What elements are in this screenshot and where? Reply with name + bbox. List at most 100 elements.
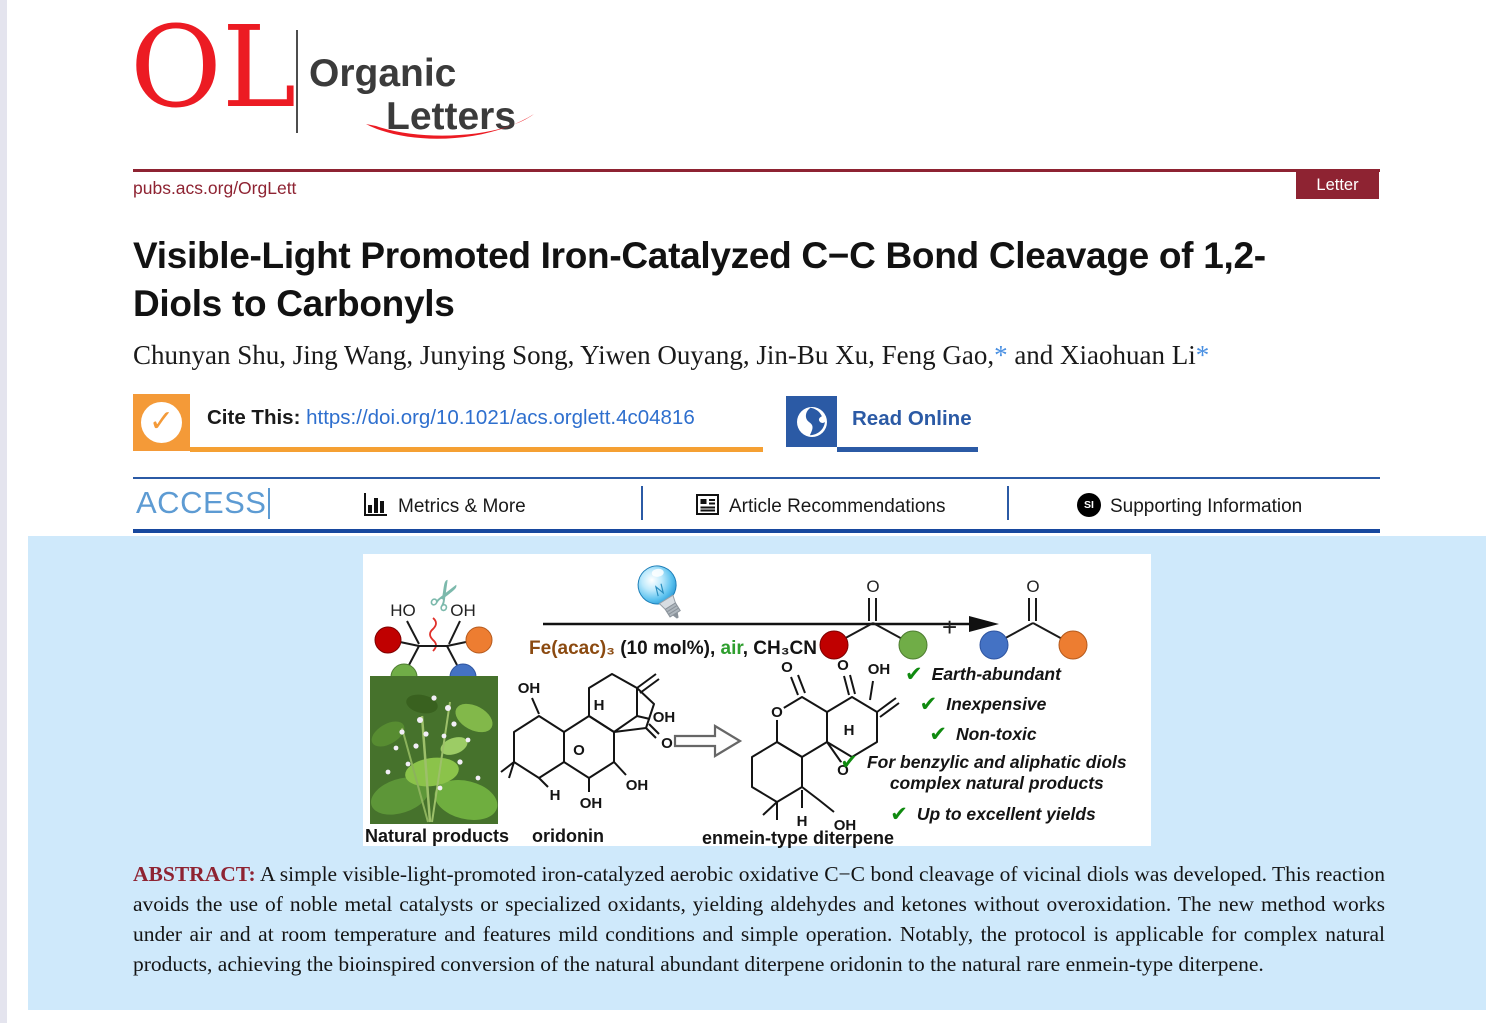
- benefit-text: complex natural products: [889, 773, 1104, 793]
- orange-ball: [1058, 630, 1088, 660]
- article-recommendations-link[interactable]: Article Recommendations: [729, 496, 946, 517]
- air-label: air: [720, 638, 743, 659]
- check-circle-icon: ✓: [141, 402, 182, 443]
- natural-products-label: Natural products: [364, 826, 510, 846]
- benefit-item: ✔ For benzylic and aliphatic diols compl…: [811, 752, 1156, 794]
- ketone-product-2: O: [979, 577, 1088, 660]
- enmein-structure: O O OH O H O H OH: [751, 657, 900, 834]
- benefit-text: Inexpensive: [946, 694, 1047, 714]
- atom-label: OH: [868, 661, 891, 678]
- article-recommendations-icon: [696, 494, 719, 515]
- authors-main: Chunyan Shu, Jing Wang, Junying Song, Yi…: [133, 340, 995, 370]
- oridonin-structure: OH H OH O O OH OH H: [500, 673, 676, 812]
- atom-label: OH: [834, 817, 857, 834]
- benefit-item: ✔ Inexpensive: [818, 694, 1148, 715]
- atom-label: O: [781, 659, 793, 676]
- benefit-item: ✔ Earth-abundant: [818, 664, 1148, 685]
- cite-this-label: Cite This:: [207, 406, 301, 429]
- check-icon: ✔: [919, 692, 938, 716]
- journal-name: Organic Letters: [309, 52, 516, 138]
- logo-divider: [296, 30, 298, 133]
- page-edge-stripe: [0, 0, 7, 1023]
- benefit-text: For benzylic and aliphatic diols: [866, 752, 1127, 772]
- metrics-and-more-link[interactable]: Metrics & More: [398, 496, 526, 517]
- light-bulb-icon: [637, 565, 681, 619]
- globe-icon: [796, 406, 827, 437]
- check-icon: ✔: [905, 662, 923, 686]
- plus-sign: +: [942, 612, 958, 642]
- atom-label-oh: OH: [450, 601, 476, 620]
- atom-label: O: [837, 762, 849, 779]
- article-type-badge: Letter: [1296, 172, 1379, 199]
- abstract-label: ABSTRACT:: [133, 862, 256, 886]
- authors-and: and Xiaohuan Li: [1007, 340, 1196, 370]
- atom-label: H: [594, 697, 605, 714]
- cite-this-icon: ✓: [133, 394, 190, 451]
- author-list: Chunyan Shu, Jing Wang, Junying Song, Yi…: [133, 340, 1393, 371]
- atom-label: O: [573, 742, 585, 759]
- atom-label: H: [844, 722, 855, 739]
- red-ball: [374, 626, 402, 654]
- cite-line: Cite This: https://doi.org/10.1021/acs.o…: [207, 406, 695, 430]
- benefit-item: ✔ Non-toxic: [818, 724, 1148, 745]
- access-link[interactable]: ACCESS: [136, 485, 267, 520]
- access-divider: [1007, 486, 1009, 520]
- atom-label-ho: HO: [390, 601, 416, 620]
- blue-ball: [979, 630, 1009, 660]
- check-icon: ✔: [890, 802, 908, 826]
- atom-label: O: [771, 704, 783, 721]
- atom-label: O: [837, 657, 849, 674]
- access-bottom-rule: [133, 529, 1380, 533]
- supporting-information-link[interactable]: Supporting Information: [1110, 496, 1303, 517]
- reaction-conditions: Fe(acac)₃ (10 mol%), air, CH₃CN: [523, 638, 823, 660]
- header-rule: [133, 169, 1380, 172]
- solvent-label: , CH₃CN: [742, 638, 817, 659]
- reaction-arrow: [543, 616, 999, 632]
- article-title-line1: Visible-Light Promoted Iron-Catalyzed C−…: [133, 235, 1266, 276]
- read-online-label[interactable]: Read Online: [852, 407, 972, 430]
- article-title: Visible-Light Promoted Iron-Catalyzed C−…: [133, 232, 1391, 328]
- logo-swoosh-icon: [366, 114, 534, 139]
- atom-label: OH: [626, 777, 649, 794]
- oridonin-label: oridonin: [532, 826, 604, 846]
- graphical-abstract: ✂ HO OH: [363, 554, 1153, 848]
- access-divider: [268, 488, 270, 519]
- check-icon: ✔: [840, 750, 858, 774]
- catalyst-loading: (10 mol%),: [614, 638, 721, 659]
- enmein-diterpene-label: enmein-type diterpene: [701, 828, 895, 848]
- cite-underline: [190, 447, 763, 452]
- corresponding-author-asterisk[interactable]: *: [1195, 340, 1210, 370]
- si-icon: SI: [1077, 493, 1101, 517]
- journal-name-line1: Organic: [309, 52, 457, 95]
- natural-products-photo: [370, 676, 498, 824]
- access-divider: [641, 486, 643, 520]
- diol-bonds: [399, 620, 467, 666]
- read-online-button[interactable]: [786, 396, 837, 447]
- benefit-text: Earth-abundant: [931, 664, 1061, 684]
- conversion-arrow: [673, 724, 743, 758]
- benefit-text: Non-toxic: [955, 724, 1037, 744]
- green-ball: [898, 630, 928, 660]
- atom-label: H: [797, 813, 808, 830]
- benefit-item: ✔ Up to excellent yields: [833, 804, 1153, 825]
- atom-label: OH: [653, 709, 676, 726]
- access-top-rule: [133, 477, 1380, 479]
- metrics-chart-icon: [364, 493, 387, 516]
- catalyst-label: Fe(acac)₃: [529, 638, 615, 659]
- check-icon: ✔: [929, 722, 947, 746]
- read-online-underline: [837, 447, 978, 452]
- journal-url-link[interactable]: pubs.acs.org/OrgLett: [133, 178, 297, 198]
- article-title-line2: Diols to Carbonyls: [133, 283, 455, 324]
- doi-link[interactable]: https://doi.org/10.1021/acs.orglett.4c04…: [306, 406, 695, 429]
- atom-label: O: [661, 735, 673, 752]
- corresponding-author-asterisk[interactable]: *: [994, 340, 1008, 370]
- abstract-paragraph: ABSTRACT: A simple visible-light-promote…: [133, 859, 1385, 979]
- abstract-text: A simple visible-light-promoted iron-cat…: [133, 862, 1385, 976]
- atom-label: OH: [580, 795, 603, 812]
- journal-logo: OL: [130, 3, 297, 133]
- red-ball: [819, 630, 849, 660]
- benefit-text: Up to excellent yields: [916, 804, 1096, 824]
- atom-label: H: [550, 787, 561, 804]
- orange-ball: [465, 626, 493, 654]
